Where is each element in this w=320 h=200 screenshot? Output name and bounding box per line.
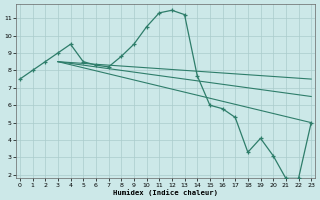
X-axis label: Humidex (Indice chaleur): Humidex (Indice chaleur) [113,189,218,196]
